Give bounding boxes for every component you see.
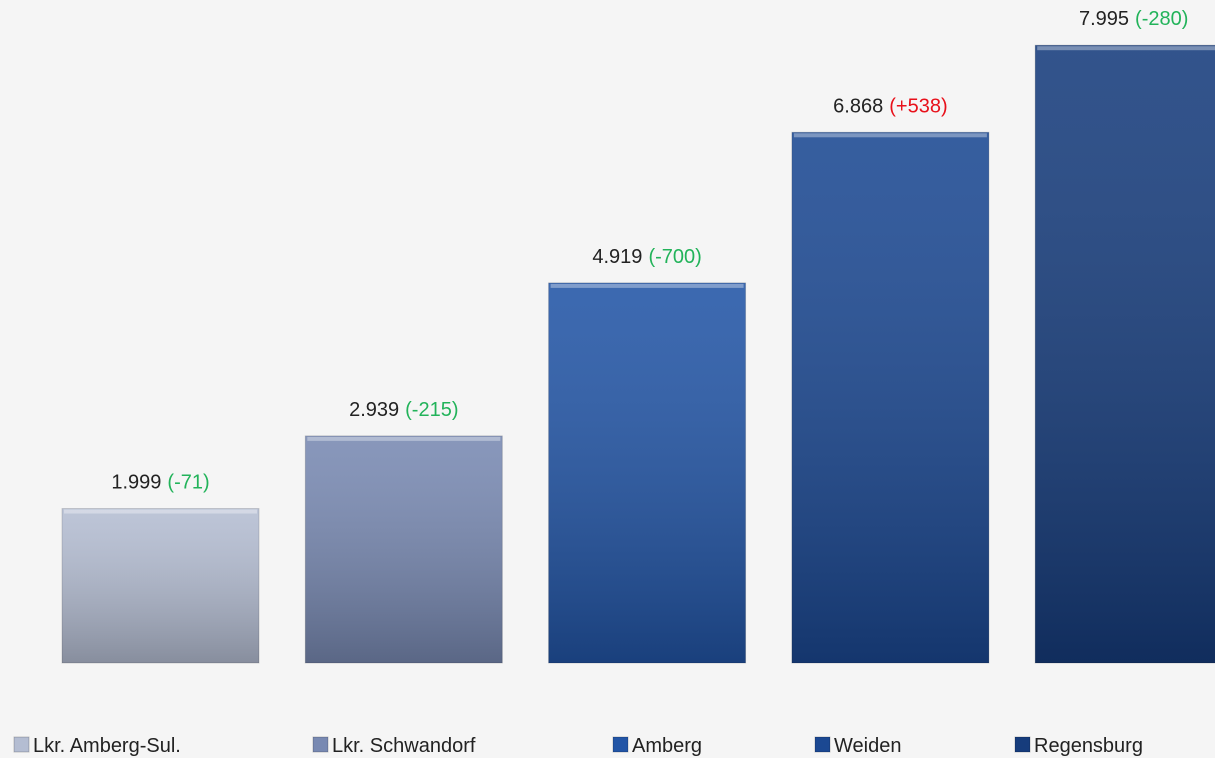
change-text: (+538) xyxy=(889,95,947,117)
legend-label: Weiden xyxy=(834,735,901,757)
change-text: (-215) xyxy=(405,399,458,421)
bar-highlight xyxy=(307,436,501,441)
legend-label: Lkr. Schwandorf xyxy=(332,735,476,757)
value-label: 6.868 (+538) xyxy=(833,95,947,117)
value-label: 1.999 (-71) xyxy=(111,472,209,494)
value-text: 6.868 xyxy=(833,95,883,117)
legend-swatch xyxy=(1014,736,1031,753)
change-text: (-71) xyxy=(167,472,209,494)
value-label: 4.919 (-700) xyxy=(592,246,701,268)
change-text: (-280) xyxy=(1135,8,1188,30)
legend-swatch xyxy=(612,736,629,753)
bar-shade xyxy=(548,282,746,663)
bar-highlight xyxy=(793,133,987,138)
bar-highlight xyxy=(550,283,744,288)
legend-swatch xyxy=(814,736,831,753)
bar-shade xyxy=(62,508,259,663)
bar-shade xyxy=(791,132,989,664)
value-text: 2.939 xyxy=(349,399,399,421)
value-text: 1.999 xyxy=(111,472,161,494)
bar-highlight xyxy=(1037,46,1215,51)
legend-label: Amberg xyxy=(632,735,702,757)
change-text: (-700) xyxy=(648,246,701,268)
value-label: 7.995 (-280) xyxy=(1079,8,1188,30)
legend-swatch xyxy=(13,736,30,753)
value-text: 7.995 xyxy=(1079,8,1129,30)
legend-swatch xyxy=(312,736,329,753)
bar-shade xyxy=(1035,45,1215,664)
legend-label: Regensburg xyxy=(1034,735,1143,757)
value-label: 2.939 (-215) xyxy=(349,399,458,421)
bar-highlight xyxy=(64,509,257,514)
legend-label: Lkr. Amberg-Sul. xyxy=(33,735,181,757)
bar-shade xyxy=(305,435,503,663)
value-text: 4.919 xyxy=(592,246,642,268)
